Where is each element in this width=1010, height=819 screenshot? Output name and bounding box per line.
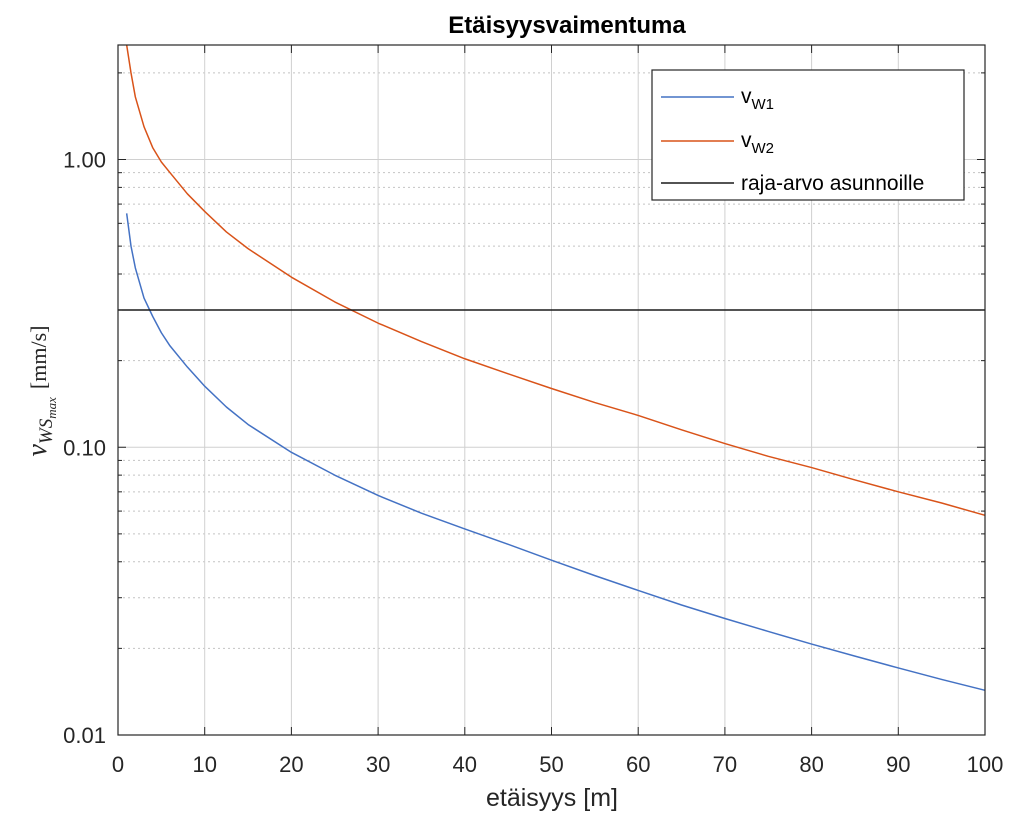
svg-text:vWSmax[mm/s]: vWSmax [mm/s] (22, 326, 59, 457)
y-axis-label-sub1: W (36, 426, 57, 444)
x-tick-label: 70 (713, 752, 737, 777)
legend: vW1 vW2 raja-arvo asunnoille (651, 69, 965, 201)
series-line-vw1 (125, 213, 986, 692)
legend-vw2-sub: W2 (752, 140, 775, 157)
y-tick-label: 1.00 (63, 148, 106, 173)
legend-vw2-main: v (741, 129, 752, 152)
legend-entry-limit: raja-arvo asunnoille (741, 172, 924, 195)
x-tick-labels: 0 10 20 30 40 50 60 70 80 90 100 (112, 752, 1003, 777)
x-tick-label: 100 (967, 752, 1004, 777)
x-axis-label: etäisyys [m] (486, 784, 618, 812)
x-tick-label: 30 (366, 752, 390, 777)
legend-vw1-sub: W1 (752, 96, 775, 113)
x-tick-label: 10 (192, 752, 216, 777)
y-tick-labels: 0.01 0.10 1.00 (63, 148, 106, 748)
y-axis-label-sub2: S (36, 418, 57, 428)
legend-entry-vw2: vW2 (741, 129, 774, 157)
x-tick-label: 40 (453, 752, 477, 777)
chart-title: Etäisyysvaimentuma (448, 12, 686, 39)
y-tick-label: 0.01 (63, 723, 106, 748)
series-line-vw2 (125, 44, 986, 517)
y-axis-label: vWSmax [mm/s] (22, 326, 59, 457)
axis-ticks (117, 45, 986, 736)
y-tick-label: 0.10 (63, 435, 106, 460)
x-tick-label: 0 (112, 752, 124, 777)
legend-entry-vw1: vW1 (741, 85, 774, 113)
y-axis-label-sub3: max (44, 397, 59, 419)
legend-vw1-main: v (741, 85, 752, 108)
x-tick-label: 90 (886, 752, 910, 777)
y-axis-label-unit: [mm/s] (26, 326, 51, 390)
x-tick-label: 60 (626, 752, 650, 777)
y-axis-label-main: v (22, 444, 53, 457)
legend-box (651, 69, 965, 201)
x-tick-label: 50 (539, 752, 563, 777)
x-tick-label: 20 (279, 752, 303, 777)
series-layer (118, 44, 986, 692)
x-tick-label: 80 (799, 752, 823, 777)
